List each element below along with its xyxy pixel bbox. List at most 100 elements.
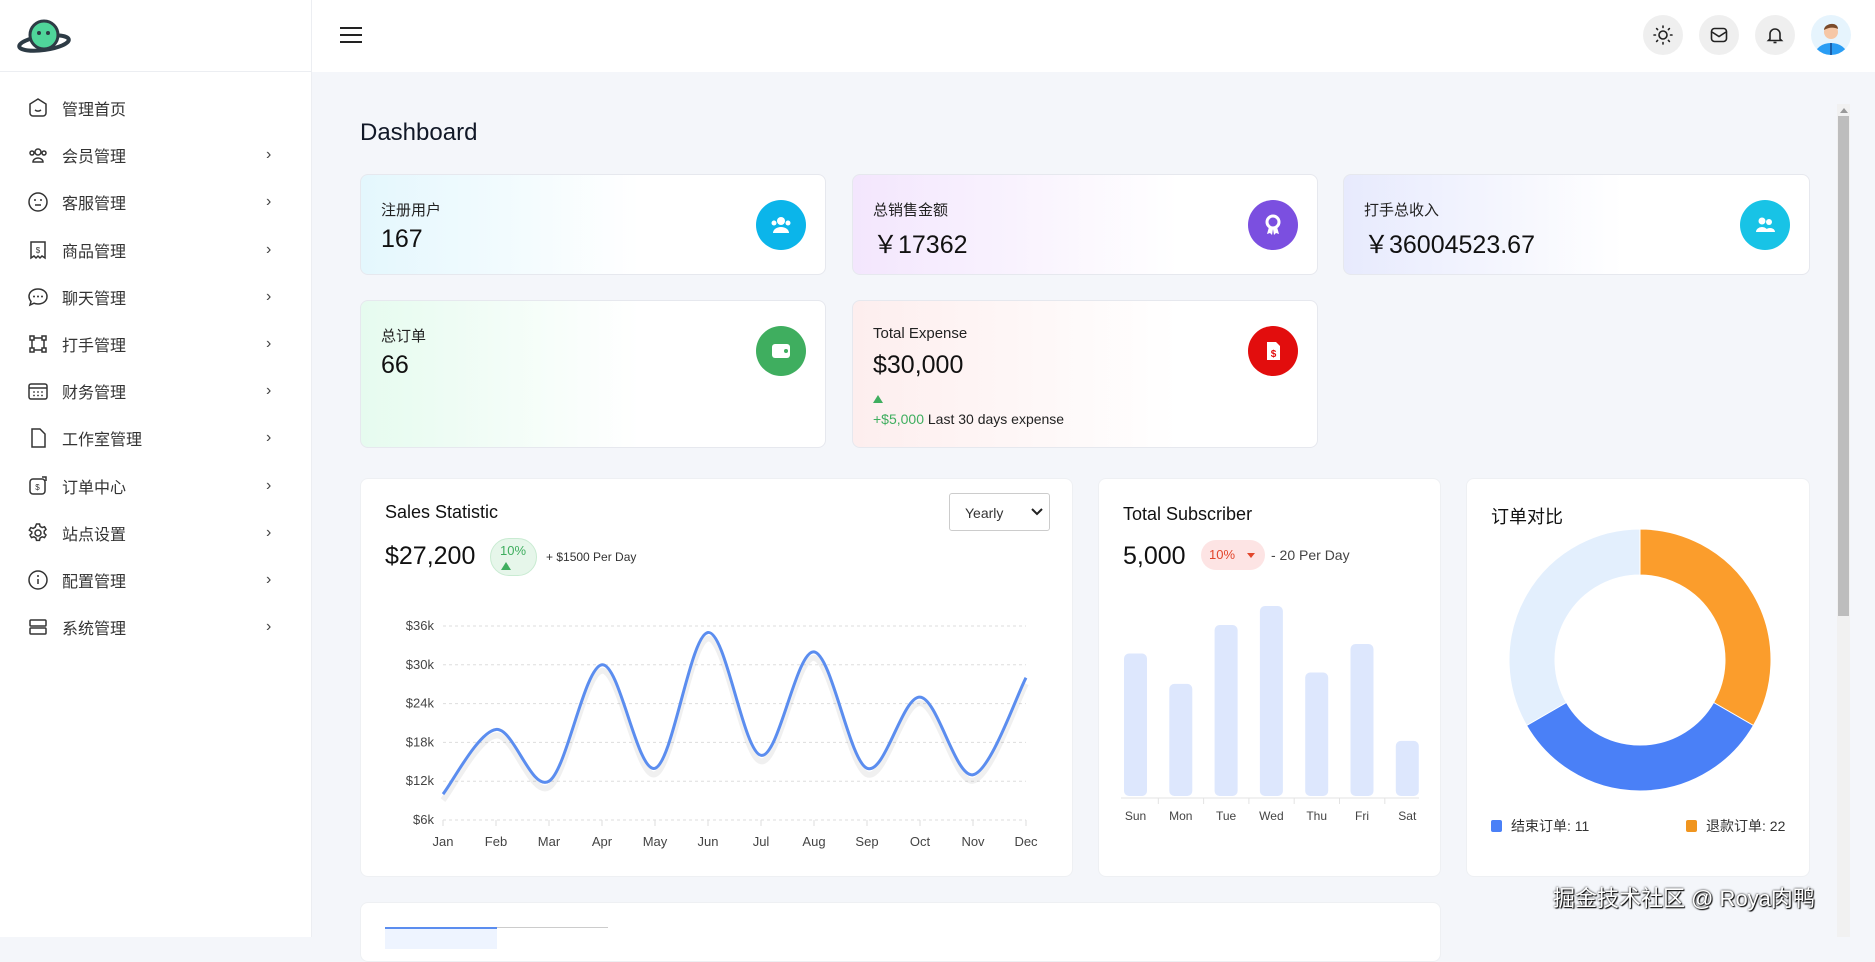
sidebar-item-4[interactable]: 聊天管理 › bbox=[0, 275, 312, 319]
x-tick-label: Fri bbox=[1355, 809, 1369, 823]
legend-label: 结束订单: 11 bbox=[1511, 818, 1590, 834]
total-subscriber-card: Total Subscriber 5,000 10% - 20 Per Day … bbox=[1098, 478, 1441, 877]
chevron-right-icon: › bbox=[266, 476, 272, 494]
sidebar-item-8[interactable]: $ 订单中心 › bbox=[0, 464, 312, 508]
legend-item-finished[interactable]: 结束订单: 11 bbox=[1491, 816, 1589, 836]
sidebar-item-7[interactable]: 工作室管理 › bbox=[0, 416, 312, 460]
sales-growth-badge: 10% bbox=[490, 538, 537, 576]
subscriber-change-badge: 10% bbox=[1201, 540, 1265, 570]
theme-toggle-button[interactable] bbox=[1643, 15, 1683, 55]
stat-label: 总订单 bbox=[381, 328, 427, 345]
scrollbar[interactable] bbox=[1837, 104, 1850, 937]
sidebar-item-label: 打手管理 bbox=[62, 338, 127, 355]
frame-icon bbox=[27, 333, 49, 355]
stat-card-total-orders: 总订单 66 bbox=[360, 300, 826, 448]
x-tick-label: Thu bbox=[1306, 809, 1327, 823]
sales-line-chart: $6k $12k $18k $24k $30k $36k Jan Feb Mar Apr May Ju… bbox=[406, 618, 1038, 849]
chevron-right-icon: › bbox=[266, 571, 272, 588]
expense-change-text: Last 30 days expense bbox=[927, 411, 1065, 427]
users-icon bbox=[27, 144, 49, 166]
notifications-button[interactable] bbox=[1755, 15, 1795, 55]
x-tick-label: Jan bbox=[433, 834, 454, 849]
sidebar-item-label: 聊天管理 bbox=[62, 290, 127, 308]
sidebar-item-6[interactable]: 财务管理 › bbox=[0, 369, 312, 413]
sidebar-item-10[interactable]: 配置管理 › bbox=[0, 558, 312, 602]
trend-down-icon bbox=[1247, 553, 1255, 558]
file-icon bbox=[27, 427, 49, 449]
chevron-right-icon: › bbox=[266, 618, 272, 636]
sidebar-item-2[interactable]: 客服管理 › bbox=[0, 180, 312, 224]
sidebar-item-label: 工作室管理 bbox=[62, 432, 143, 450]
chevron-right-icon: › bbox=[266, 382, 272, 400]
bar-sat bbox=[1395, 740, 1419, 796]
invoice-icon: $ bbox=[1248, 326, 1298, 376]
stat-value: ￥36004523.67 bbox=[1364, 231, 1535, 259]
menu-toggle-icon[interactable] bbox=[340, 27, 362, 43]
badge-text: 10% bbox=[500, 543, 527, 558]
sidebar-item-9[interactable]: 站点设置 › bbox=[0, 511, 312, 555]
sidebar-item-1[interactable]: 会员管理 › bbox=[0, 133, 312, 177]
stat-label: 注册用户 bbox=[381, 202, 442, 219]
sidebar-item-label: 客服管理 bbox=[62, 196, 127, 214]
tab-active-indicator[interactable] bbox=[385, 927, 497, 929]
sidebar-item-11[interactable]: 系统管理 › bbox=[0, 605, 312, 649]
x-tick-label: Aug bbox=[802, 834, 825, 849]
svg-text:$: $ bbox=[35, 483, 40, 492]
scrollbar-thumb[interactable] bbox=[1838, 116, 1849, 616]
sidebar-item-label: 系统管理 bbox=[62, 621, 127, 639]
sidebar-item-label: 商品管理 bbox=[62, 243, 127, 261]
period-select-value: Yearly bbox=[965, 505, 1004, 521]
stat-label: 总销售金额 bbox=[873, 202, 949, 219]
gear-icon bbox=[27, 522, 49, 544]
chevron-right-icon: › bbox=[266, 287, 272, 305]
sales-line bbox=[441, 630, 1028, 796]
mail-icon bbox=[1710, 27, 1728, 43]
sidebar-item-label: 管理首页 bbox=[62, 102, 127, 119]
legend-item-refund[interactable]: 退款订单: 22 bbox=[1686, 816, 1785, 836]
x-tick-label: Oct bbox=[910, 834, 931, 849]
sidebar-item-3[interactable]: $ 商品管理 › bbox=[0, 228, 312, 272]
y-tick-label: $36k bbox=[406, 618, 435, 633]
chevron-right-icon: › bbox=[266, 523, 272, 541]
svg-text:$: $ bbox=[36, 246, 41, 255]
chat-icon bbox=[27, 286, 49, 308]
y-tick-label: $30k bbox=[406, 657, 435, 672]
sidebar-item-label: 会员管理 bbox=[62, 149, 127, 167]
chevron-right-icon: › bbox=[266, 193, 272, 211]
stat-card-total-expense: Total Expense $30,000 $ +$5,000 Last 30 … bbox=[852, 300, 1318, 448]
sidebar-item-5[interactable]: 打手管理 › bbox=[0, 322, 312, 366]
trend-up-icon bbox=[873, 395, 883, 403]
bar-sun bbox=[1124, 653, 1147, 796]
user-avatar[interactable] bbox=[1811, 15, 1851, 55]
card-title: 订单对比 bbox=[1491, 507, 1563, 527]
legend-swatch bbox=[1686, 820, 1697, 832]
donut-slice-2 bbox=[1508, 528, 1641, 727]
expense-change: +$5,000 bbox=[873, 411, 924, 427]
sales-statistic-card: Sales Statistic Yearly $27,200 10% + $15… bbox=[360, 478, 1073, 877]
calendar-icon bbox=[27, 380, 49, 402]
stat-value: 167 bbox=[381, 225, 423, 253]
bottom-card bbox=[360, 902, 1441, 962]
x-tick-label: Jul bbox=[753, 834, 770, 849]
stat-label: 打手总收入 bbox=[1364, 202, 1440, 219]
legend-swatch bbox=[1491, 820, 1502, 832]
wallet-icon bbox=[756, 326, 806, 376]
users-icon bbox=[1740, 200, 1790, 250]
subscriber-bar-chart: Sun Mon Tue Wed Thu Fri Sat bbox=[1121, 606, 1419, 823]
top-header bbox=[312, 0, 1875, 72]
page-title: Dashboard bbox=[360, 119, 478, 146]
x-tick-label: Feb bbox=[485, 834, 507, 849]
x-tick-label: Sep bbox=[855, 834, 878, 849]
sidebar-item-0[interactable]: 管理首页 bbox=[0, 86, 312, 130]
period-select[interactable]: Yearly bbox=[949, 493, 1050, 531]
order-icon: $ bbox=[27, 475, 49, 497]
chevron-right-icon: › bbox=[266, 240, 272, 258]
x-tick-label: Nov bbox=[961, 834, 985, 849]
stat-value: 66 bbox=[381, 351, 409, 379]
sidebar-item-label: 财务管理 bbox=[62, 385, 127, 403]
logo[interactable] bbox=[0, 0, 312, 72]
info-icon bbox=[27, 569, 49, 591]
trend-up-icon bbox=[501, 562, 511, 570]
x-tick-label: Jun bbox=[698, 834, 719, 849]
messages-button[interactable] bbox=[1699, 15, 1739, 55]
